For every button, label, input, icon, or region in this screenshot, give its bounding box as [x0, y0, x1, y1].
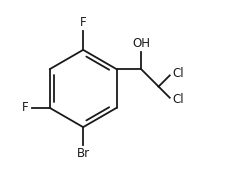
Text: F: F [79, 16, 86, 29]
Text: Cl: Cl [172, 67, 184, 80]
Text: Cl: Cl [172, 93, 184, 106]
Text: F: F [21, 101, 28, 114]
Text: Br: Br [76, 147, 89, 160]
Text: OH: OH [132, 37, 150, 50]
